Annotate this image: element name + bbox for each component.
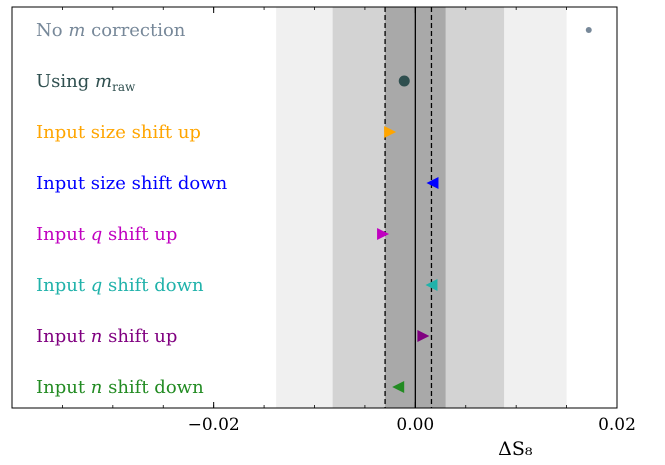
data-points — [377, 27, 592, 393]
row-label-6: Input n shift up — [36, 326, 177, 347]
point-6 — [417, 330, 430, 342]
x-tick-label-0: −0.02 — [188, 415, 240, 435]
point-4 — [377, 228, 390, 240]
point-7 — [392, 381, 405, 393]
point-0 — [585, 27, 592, 33]
row-label-1: Using mraw — [36, 71, 136, 94]
row-label-2: Input size shift up — [36, 122, 201, 143]
point-3 — [426, 177, 439, 189]
point-1 — [398, 75, 410, 87]
x-tick-label-1: 0.00 — [396, 415, 434, 435]
row-label-3: Input size shift down — [36, 173, 228, 194]
x-tick-label-2: 0.02 — [598, 415, 636, 435]
row-label-7: Input n shift down — [36, 377, 204, 398]
row-label-0: No m correction — [36, 20, 186, 41]
point-2 — [384, 126, 397, 138]
reference-lines — [384, 7, 433, 408]
x-axis-label: ΔS₈ — [498, 438, 533, 460]
uncertainty-bands — [276, 7, 567, 408]
x-axis-ticks: −0.02 0.00 0.02 — [11, 7, 636, 435]
row-labels: No m correction Using mraw Input size shif… — [36, 20, 228, 398]
point-5 — [425, 279, 438, 291]
row-label-5: Input q shift down — [36, 275, 204, 296]
row-label-4: Input q shift up — [36, 224, 177, 245]
